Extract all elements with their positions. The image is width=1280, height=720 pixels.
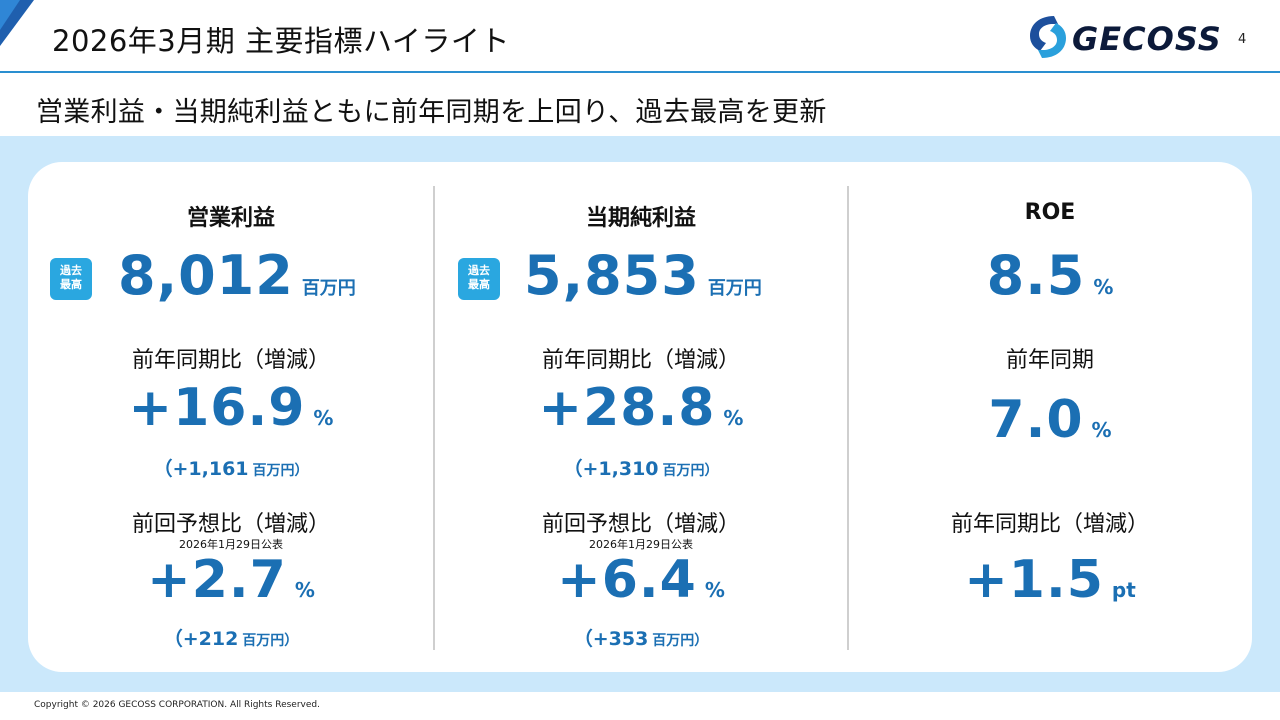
roe-column: ROE 8.5% 前年同期 7.0% 前年同期比（増減） +1.5 pt: [848, 162, 1252, 672]
yoy-value: +1.5: [964, 550, 1104, 610]
yoy-label: 前年同期比（増減）: [950, 512, 1149, 537]
operating-income-column: 営業利益 過去 最高 8,012 百万円 前年同期比（増減） +16.9% （+1…: [28, 162, 434, 672]
main-unit: 百万円: [707, 278, 762, 299]
main-value-row: 過去 最高 8,012 百万円: [28, 244, 434, 314]
main-value-row: 過去 最高 5,853 百万円: [434, 244, 848, 314]
forecast-delta-unit: 百万円）: [652, 633, 709, 649]
main-unit: %: [1093, 275, 1114, 299]
prev-value: 7.0: [988, 390, 1084, 450]
forecast-value-row: +2.7%: [28, 550, 434, 610]
main-value: 5,853: [524, 244, 700, 307]
main-value: 8,012: [118, 244, 294, 307]
gecoss-logo: GECOSS: [1024, 12, 1221, 64]
corner-accent-inner: [0, 0, 20, 30]
prev-value-row: 7.0%: [848, 390, 1252, 450]
badge-line: 過去: [468, 264, 490, 277]
forecast-note: 2026年1月29日公表: [589, 538, 693, 551]
forecast-note: 2026年1月29日公表: [179, 538, 283, 551]
net-income-column: 当期純利益 過去 最高 5,853 百万円 前年同期比（増減） +28.8% （+…: [434, 162, 848, 672]
forecast-unit: %: [294, 578, 315, 602]
gecoss-logo-mark-icon: [1030, 16, 1066, 58]
yoy-delta-value: （+1,161: [153, 458, 249, 480]
yoy-unit: pt: [1111, 578, 1136, 602]
forecast-value: +6.4: [557, 550, 697, 610]
value-wrap: 8,012 百万円: [118, 244, 356, 307]
page-title: 2026年3月期 主要指標ハイライト: [52, 24, 510, 58]
yoy-delta-unit: 百万円）: [662, 463, 719, 479]
column-divider: [433, 186, 435, 650]
yoy-delta: （+1,310 百万円）: [434, 454, 848, 481]
forecast-delta: （+212 百万円）: [28, 624, 434, 651]
value-wrap: 5,853 百万円: [524, 244, 762, 307]
copyright-notice: Copyright © 2026 GECOSS CORPORATION. All…: [34, 700, 320, 710]
metric-title: 営業利益: [186, 206, 275, 231]
record-high-badge: 過去 最高: [50, 258, 92, 300]
yoy-value-row: +28.8%: [434, 378, 848, 438]
badge-line: 最高: [60, 278, 82, 291]
main-value: 8.5: [986, 244, 1086, 307]
forecast-label: 前回予想比（増減）: [131, 512, 330, 537]
prev-label: 前年同期: [1005, 348, 1094, 373]
badge-line: 過去: [60, 264, 82, 277]
yoy-label: 前年同期比（増減）: [541, 348, 740, 373]
forecast-value-row: +6.4%: [434, 550, 848, 610]
yoy-value: +16.9: [128, 378, 306, 438]
metric-title: 当期純利益: [585, 206, 696, 231]
forecast-label: 前回予想比（増減）: [541, 512, 740, 537]
metrics-card: 営業利益 過去 最高 8,012 百万円 前年同期比（増減） +16.9% （+1…: [28, 162, 1252, 672]
yoy-delta: （+1,161 百万円）: [28, 454, 434, 481]
main-value-row: 8.5%: [848, 244, 1252, 314]
metric-title: ROE: [1024, 200, 1076, 225]
forecast-delta-value: （+353: [573, 628, 649, 650]
yoy-value: +28.8: [538, 378, 716, 438]
forecast-delta: （+353 百万円）: [434, 624, 848, 651]
forecast-delta-value: （+212: [163, 628, 239, 650]
record-high-badge: 過去 最高: [458, 258, 500, 300]
yoy-unit: %: [313, 406, 334, 430]
forecast-delta-unit: 百万円）: [242, 633, 299, 649]
page-number: 4: [1238, 32, 1247, 47]
forecast-unit: %: [704, 578, 725, 602]
badge-line: 最高: [468, 278, 490, 291]
forecast-value: +2.7: [147, 550, 287, 610]
slide-subtitle: 営業利益・当期純利益ともに前年同期を上回り、過去最高を更新: [36, 97, 827, 128]
prev-unit: %: [1091, 418, 1112, 442]
logo-wordmark: GECOSS: [1072, 20, 1222, 58]
header-rule: [0, 71, 1280, 73]
yoy-unit: %: [723, 406, 744, 430]
yoy-label: 前年同期比（増減）: [131, 348, 330, 373]
yoy-delta-value: （+1,310: [563, 458, 659, 480]
yoy-value-row: +16.9%: [28, 378, 434, 438]
yoy-delta-unit: 百万円）: [252, 463, 309, 479]
main-unit: 百万円: [301, 278, 356, 299]
yoy-value-row: +1.5 pt: [848, 550, 1252, 610]
column-divider: [847, 186, 849, 650]
